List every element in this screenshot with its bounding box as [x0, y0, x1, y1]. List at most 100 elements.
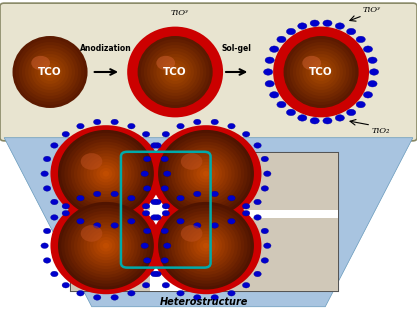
Ellipse shape	[168, 139, 244, 209]
Ellipse shape	[273, 27, 369, 117]
Ellipse shape	[286, 28, 296, 35]
Ellipse shape	[111, 191, 118, 197]
Ellipse shape	[103, 171, 109, 177]
Ellipse shape	[193, 191, 201, 197]
Ellipse shape	[228, 195, 235, 201]
Ellipse shape	[80, 150, 131, 197]
Ellipse shape	[162, 131, 170, 137]
Ellipse shape	[190, 159, 222, 188]
Ellipse shape	[153, 51, 197, 93]
Ellipse shape	[312, 63, 330, 81]
Bar	[150, 153, 182, 291]
Ellipse shape	[50, 199, 58, 205]
Ellipse shape	[177, 147, 235, 200]
Ellipse shape	[369, 69, 379, 75]
Ellipse shape	[264, 69, 273, 75]
Ellipse shape	[315, 66, 327, 78]
Ellipse shape	[143, 156, 151, 162]
Ellipse shape	[50, 271, 58, 277]
Ellipse shape	[50, 125, 161, 222]
Ellipse shape	[93, 119, 101, 125]
Ellipse shape	[154, 143, 161, 148]
Ellipse shape	[159, 57, 191, 87]
Ellipse shape	[242, 131, 250, 137]
Ellipse shape	[93, 191, 101, 197]
Ellipse shape	[193, 223, 201, 228]
FancyBboxPatch shape	[71, 153, 338, 291]
Ellipse shape	[254, 215, 261, 220]
Ellipse shape	[77, 147, 135, 200]
Ellipse shape	[44, 66, 56, 78]
Ellipse shape	[284, 36, 359, 108]
Ellipse shape	[43, 156, 51, 162]
Text: TiOʸ: TiOʸ	[170, 9, 188, 17]
Text: TiO₂: TiO₂	[371, 127, 389, 135]
Ellipse shape	[43, 186, 51, 191]
Ellipse shape	[200, 240, 212, 252]
Ellipse shape	[181, 150, 231, 197]
FancyBboxPatch shape	[71, 153, 338, 291]
Ellipse shape	[83, 225, 128, 266]
Ellipse shape	[368, 80, 377, 87]
Ellipse shape	[138, 36, 213, 108]
Ellipse shape	[64, 208, 148, 284]
Ellipse shape	[58, 202, 154, 290]
Ellipse shape	[335, 115, 344, 121]
Ellipse shape	[293, 45, 349, 99]
Ellipse shape	[151, 125, 261, 222]
Ellipse shape	[302, 54, 340, 90]
Ellipse shape	[154, 199, 161, 205]
Ellipse shape	[356, 36, 365, 43]
Ellipse shape	[100, 240, 112, 252]
Ellipse shape	[80, 222, 131, 269]
Ellipse shape	[90, 231, 122, 260]
Ellipse shape	[162, 210, 170, 216]
Ellipse shape	[164, 136, 248, 212]
Text: Anodization: Anodization	[80, 44, 132, 53]
Ellipse shape	[158, 130, 254, 218]
Ellipse shape	[143, 186, 151, 191]
Ellipse shape	[71, 141, 141, 206]
Ellipse shape	[151, 215, 158, 220]
Ellipse shape	[31, 54, 69, 90]
Ellipse shape	[310, 118, 319, 124]
Ellipse shape	[143, 258, 151, 263]
Ellipse shape	[163, 60, 188, 84]
Ellipse shape	[62, 282, 70, 288]
Ellipse shape	[156, 56, 175, 70]
Ellipse shape	[128, 218, 135, 224]
Ellipse shape	[310, 20, 319, 26]
Ellipse shape	[62, 131, 70, 137]
Ellipse shape	[193, 162, 219, 185]
Ellipse shape	[305, 57, 337, 87]
Ellipse shape	[28, 51, 72, 93]
Ellipse shape	[161, 228, 168, 234]
Ellipse shape	[81, 225, 102, 242]
Ellipse shape	[22, 45, 78, 99]
Ellipse shape	[142, 210, 150, 216]
FancyBboxPatch shape	[71, 153, 338, 291]
Ellipse shape	[13, 36, 88, 108]
Ellipse shape	[96, 165, 116, 182]
Ellipse shape	[318, 69, 324, 75]
Ellipse shape	[265, 57, 274, 64]
Ellipse shape	[50, 197, 161, 294]
Ellipse shape	[187, 228, 225, 263]
Ellipse shape	[50, 215, 58, 220]
Ellipse shape	[81, 153, 102, 170]
Ellipse shape	[181, 222, 231, 269]
Ellipse shape	[141, 39, 209, 105]
Ellipse shape	[264, 171, 271, 177]
Ellipse shape	[93, 295, 101, 300]
Ellipse shape	[203, 171, 209, 177]
Ellipse shape	[193, 295, 201, 300]
Ellipse shape	[287, 39, 355, 105]
Ellipse shape	[261, 228, 269, 234]
Ellipse shape	[296, 48, 346, 96]
Ellipse shape	[93, 162, 119, 185]
Ellipse shape	[151, 143, 158, 148]
Ellipse shape	[111, 223, 118, 228]
Ellipse shape	[290, 42, 352, 102]
Ellipse shape	[298, 23, 307, 29]
Ellipse shape	[193, 234, 219, 257]
